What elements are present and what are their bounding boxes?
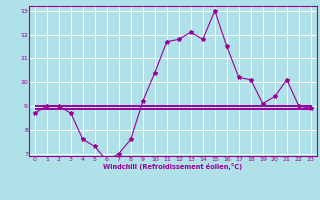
X-axis label: Windchill (Refroidissement éolien,°C): Windchill (Refroidissement éolien,°C) bbox=[103, 163, 243, 170]
